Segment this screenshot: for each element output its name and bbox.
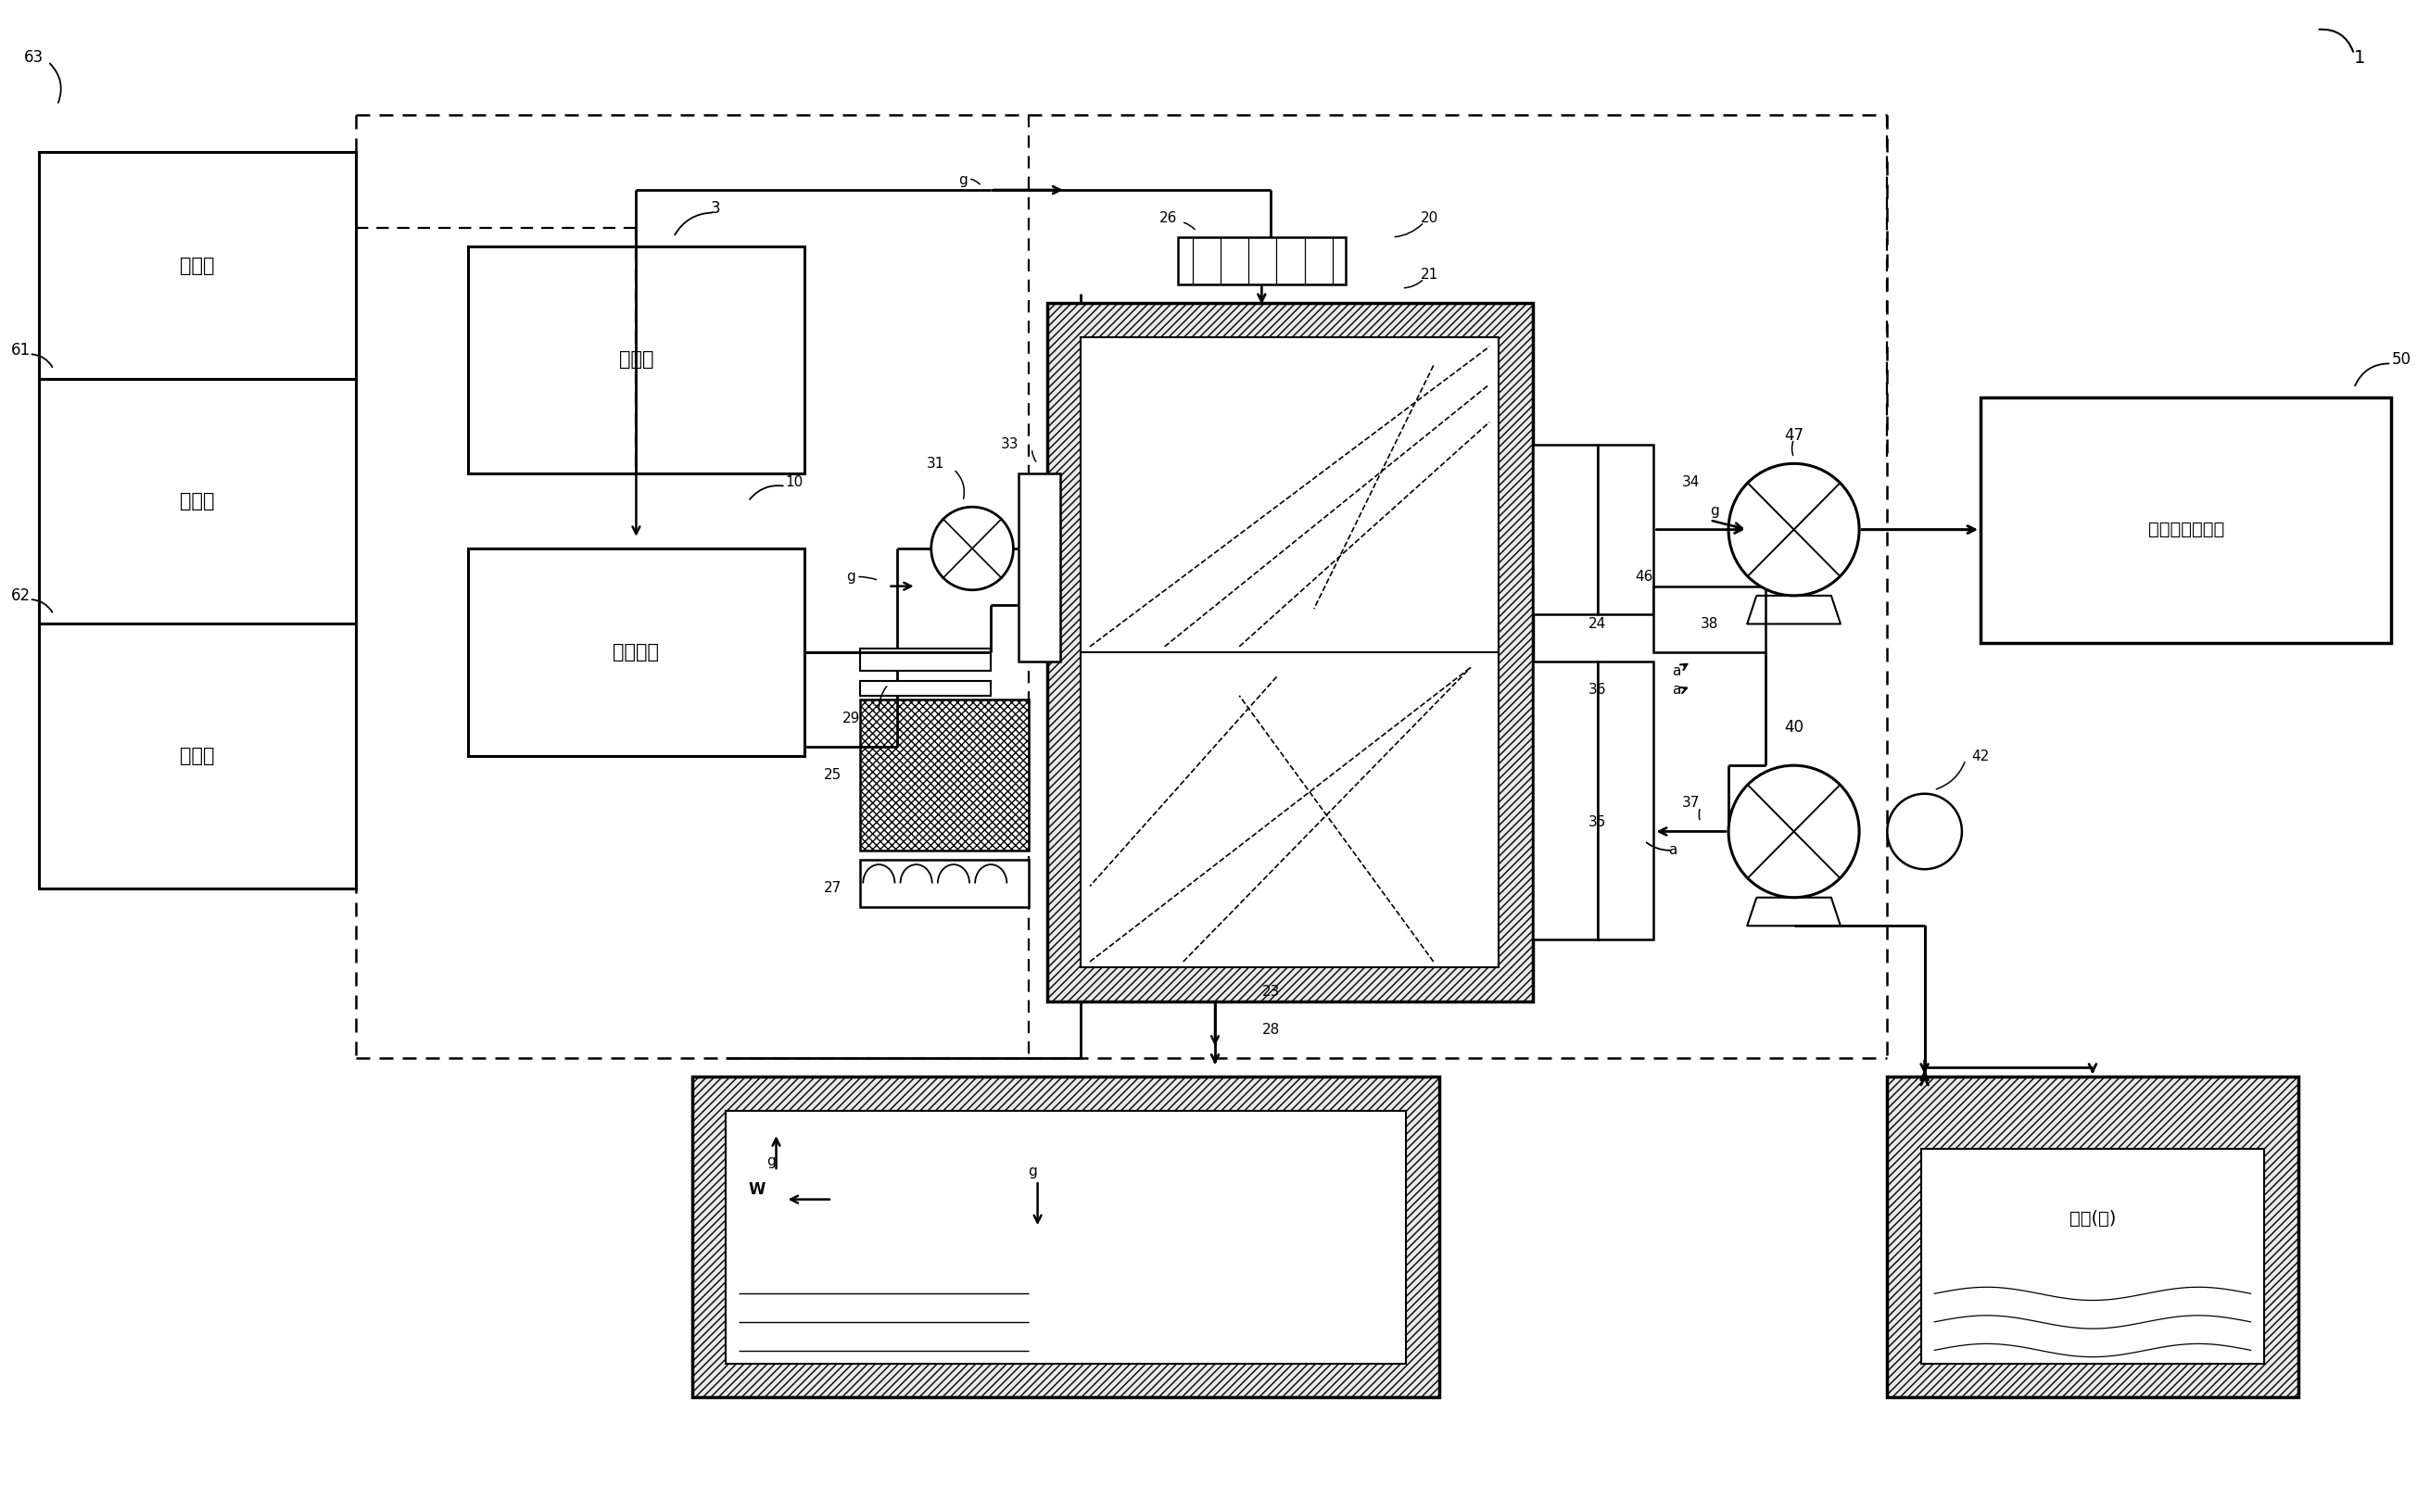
Text: 50: 50 (2391, 351, 2411, 367)
Text: 28: 28 (1261, 1022, 1281, 1037)
Text: a: a (1672, 664, 1682, 677)
Text: 36: 36 (1589, 683, 1606, 697)
Bar (39, 378, 357, 624)
Text: 35: 35 (1589, 815, 1606, 829)
Text: 46: 46 (1635, 570, 1652, 584)
Text: 26: 26 (1159, 212, 1176, 225)
Text: g: g (1028, 1164, 1038, 1178)
Text: 发动机: 发动机 (620, 351, 654, 369)
Bar (469, 549, 804, 756)
Bar (727, 1111, 1405, 1364)
Text: 24: 24 (1589, 617, 1606, 631)
Bar (1655, 587, 1767, 652)
Bar (1980, 398, 2391, 643)
Text: 预处理部: 预处理部 (612, 643, 659, 661)
Circle shape (931, 507, 1013, 590)
Circle shape (1728, 464, 1859, 596)
Text: g: g (846, 570, 855, 584)
Bar (1047, 304, 1533, 1001)
Text: 控制部: 控制部 (180, 491, 214, 511)
Bar (1081, 337, 1499, 968)
Bar (1599, 445, 1655, 614)
Text: a: a (1672, 683, 1682, 697)
Text: 通信部: 通信部 (180, 256, 214, 275)
Bar (1920, 1149, 2265, 1364)
Bar (1599, 662, 1655, 939)
Text: 20: 20 (1422, 212, 1439, 225)
Bar (39, 624, 357, 888)
Bar (469, 246, 804, 473)
Text: 34: 34 (1682, 475, 1699, 490)
Text: 29: 29 (843, 711, 860, 726)
Text: g: g (768, 1155, 775, 1169)
Text: 31: 31 (926, 457, 945, 470)
Text: 37: 37 (1682, 797, 1701, 810)
Text: 38: 38 (1701, 617, 1718, 631)
Text: 21: 21 (1422, 268, 1439, 281)
Bar (39, 153, 357, 378)
Text: 存储部: 存储部 (180, 747, 214, 765)
Text: 63: 63 (24, 50, 44, 67)
Text: 海水(海): 海水(海) (2070, 1210, 2117, 1228)
Text: 62: 62 (10, 587, 29, 603)
Bar (860, 680, 991, 696)
Bar (1533, 445, 1599, 614)
Text: g: g (957, 174, 967, 187)
Text: 47: 47 (1784, 426, 1803, 443)
Bar (693, 1077, 1439, 1397)
Bar (860, 700, 1028, 850)
Text: 3: 3 (712, 201, 722, 218)
Bar (1533, 662, 1599, 939)
Text: 33: 33 (1001, 438, 1018, 452)
Text: a: a (1667, 844, 1677, 857)
Bar (1179, 237, 1346, 284)
Text: 27: 27 (824, 881, 841, 895)
Text: g: g (1711, 503, 1718, 517)
Circle shape (1728, 765, 1859, 898)
Text: W: W (748, 1181, 765, 1199)
Text: 25: 25 (824, 768, 841, 782)
Text: 42: 42 (1971, 748, 1990, 764)
Bar (1018, 473, 1059, 662)
Bar (1888, 1077, 2299, 1397)
Text: 二氧化碳回收部: 二氧化碳回收部 (2148, 520, 2223, 538)
Text: 61: 61 (10, 342, 29, 358)
Bar (860, 860, 1028, 907)
Text: 23: 23 (1261, 984, 1281, 999)
Bar (860, 649, 991, 671)
Circle shape (1888, 794, 1961, 869)
Text: 40: 40 (1784, 720, 1803, 736)
Text: 10: 10 (785, 475, 804, 490)
Text: 1: 1 (2355, 48, 2364, 67)
